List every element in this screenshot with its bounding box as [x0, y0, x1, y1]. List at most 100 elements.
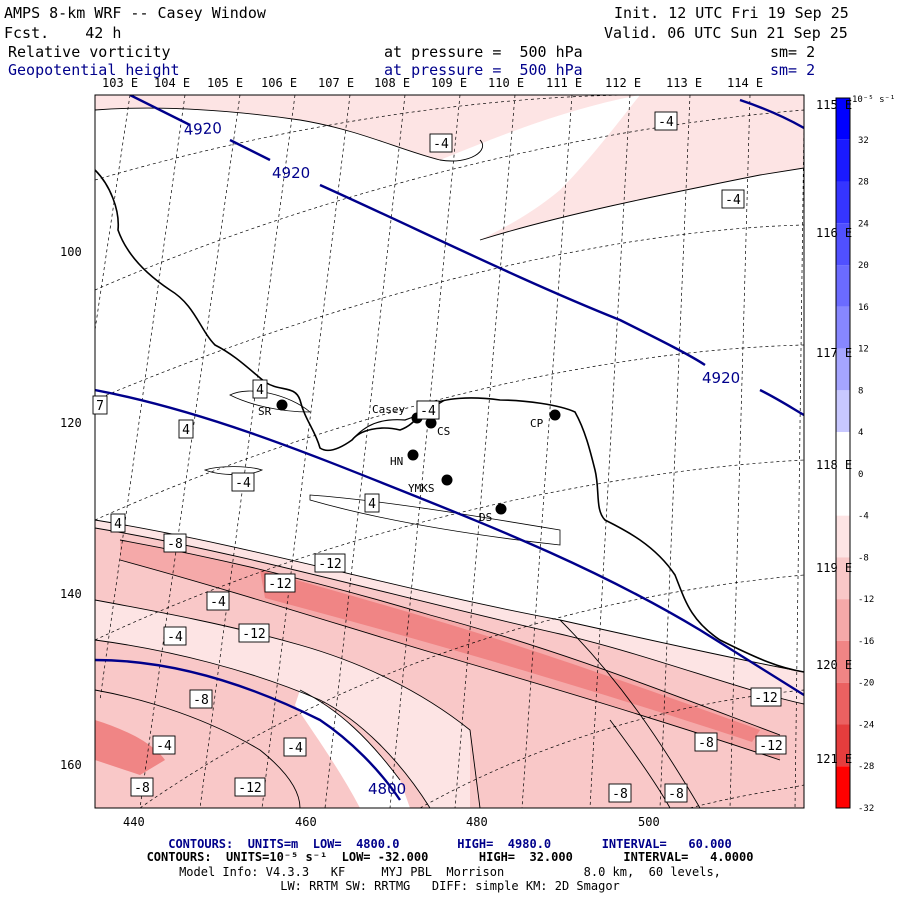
station-label: HN	[390, 455, 403, 468]
vorticity-label: -4	[210, 595, 226, 610]
colorbar-swatch	[836, 390, 850, 433]
y-axis-label: 160	[60, 758, 82, 772]
colorbar-tick-label: -4	[858, 512, 869, 522]
vorticity-label-box	[264, 573, 296, 593]
right-lon-label: 120 E	[816, 658, 853, 672]
field2-level: at pressure = 500 hPa	[384, 61, 583, 79]
vorticity-label-box	[252, 379, 268, 399]
station-label: SR	[258, 405, 272, 418]
x-axis-label: 460	[295, 815, 317, 829]
vorticity-label-box	[130, 777, 154, 797]
vorticity-label-box	[694, 732, 718, 752]
colorbar-unit: 10⁻⁵ s⁻¹	[852, 95, 895, 105]
vorticity-label: -12	[242, 627, 265, 642]
colorbar-swatch	[836, 181, 850, 224]
y-axis-label: 100	[60, 245, 82, 259]
vorticity-label: 4	[368, 497, 376, 512]
vorticity-label: -8	[134, 781, 150, 796]
vorticity-label: -4	[287, 741, 303, 756]
colorbar-tick-label: 28	[858, 178, 869, 188]
field1-name: Relative vorticity	[8, 43, 171, 61]
lon-label: 104 E	[154, 76, 191, 90]
colorbar-tick-label: -32	[858, 804, 874, 814]
station-cp-marker	[549, 409, 561, 421]
footer-physics: LW: RRTM SW: RRTMG DIFF: simple KM: 2D S…	[280, 879, 620, 893]
colorbar-swatch	[836, 599, 850, 641]
colorbar-tick-label: 8	[858, 386, 863, 396]
height-label: 4920	[183, 119, 222, 139]
lon-label: 112 E	[605, 76, 642, 90]
field1-level: at pressure = 500 hPa	[384, 43, 583, 61]
vorticity-label: -8	[698, 736, 714, 751]
vorticity-label: -8	[612, 787, 628, 802]
vorticity-label: -12	[238, 781, 261, 796]
field2-smoothing: sm= 2	[770, 61, 816, 79]
vorticity-label: -4	[420, 404, 436, 419]
vorticity-label: -12	[754, 691, 777, 706]
colorbar-swatch	[836, 473, 850, 516]
vorticity-label: -8	[167, 537, 183, 552]
colorbar-swatch	[836, 682, 850, 725]
vorticity-label-box	[654, 111, 678, 131]
colorbar-swatch	[836, 515, 850, 558]
vorticity-label-box	[755, 735, 787, 755]
vorticity-label-box	[314, 553, 346, 573]
vorticity-label: -8	[668, 787, 684, 802]
colorbar-swatch	[836, 557, 850, 600]
station-ds-marker	[495, 503, 507, 515]
vorticity-label: -4	[167, 630, 183, 645]
colorbar-swatch	[836, 348, 850, 391]
footer-height-contours: CONTOURS: UNITS=m LOW= 4800.0 HIGH= 4980…	[168, 837, 732, 851]
colorbar: 32 28 24 20 16 12 8 4 0 -4 -8 -12 -16 -20 -24 -28 -32	[835, 97, 874, 814]
colorbar-swatch	[836, 432, 850, 474]
field2-name: Geopotential height	[8, 61, 180, 79]
vorticity-label-box	[189, 689, 213, 709]
vorticity-label: 4	[182, 423, 190, 438]
station-hn-marker	[407, 449, 419, 461]
vorticity-label-box	[664, 783, 688, 803]
vorticity-label: -4	[433, 137, 449, 152]
vorticity-band-minus12b	[260, 570, 760, 742]
vorticity-label: 4	[256, 383, 264, 398]
colorbar-tick-label: 0	[858, 470, 863, 480]
colorbar-swatch	[836, 640, 850, 683]
y-axis-label: 140	[60, 587, 82, 601]
vorticity-label: 4	[114, 517, 122, 532]
lon-label: 106 E	[261, 76, 298, 90]
lon-label: 110 E	[488, 76, 525, 90]
vorticity-label-box	[231, 472, 255, 492]
vorticity-label-box	[110, 513, 126, 533]
vorticity-label: -12	[268, 577, 291, 592]
forecast-hour: Fcst. 42 h	[4, 24, 122, 42]
vorticity-label-box	[364, 493, 380, 513]
station-label: CP	[530, 417, 544, 430]
station-label: CS	[437, 425, 450, 438]
vorticity-label: -12	[759, 739, 782, 754]
vorticity-label-box	[206, 591, 230, 611]
colorbar-tick-label: 12	[858, 345, 869, 355]
vorticity-label-box	[721, 189, 745, 209]
lon-label: 108 E	[374, 76, 411, 90]
right-lon-label: 115 E	[816, 98, 853, 112]
vorticity-label-box	[283, 737, 307, 757]
colorbar-tick-label: -16	[858, 637, 874, 647]
colorbar-swatch	[836, 724, 850, 767]
colorbar-tick-label: -20	[858, 679, 874, 689]
colorbar-tick-label: -28	[858, 762, 874, 772]
title: AMPS 8-km WRF -- Casey Window	[4, 4, 266, 22]
colorbar-swatch	[836, 98, 850, 140]
colorbar-tick-label: -8	[858, 553, 869, 563]
colorbar-swatch	[836, 766, 850, 808]
vorticity-label-box	[429, 133, 453, 153]
init-time: Init. 12 UTC Fri 19 Sep 25	[614, 4, 849, 22]
lon-label: 114 E	[727, 76, 764, 90]
coastline	[95, 169, 804, 673]
lon-label: 111 E	[546, 76, 583, 90]
colorbar-tick-label: 4	[858, 428, 863, 438]
vorticity-label-box	[234, 777, 266, 797]
vorticity-label: -8	[193, 693, 209, 708]
footer-vorticity-contours: CONTOURS: UNITS=10⁻⁵ s⁻¹ LOW= -32.000 HI…	[146, 850, 754, 864]
vorticity-label-box	[163, 626, 187, 646]
height-label: 4920	[702, 369, 740, 387]
